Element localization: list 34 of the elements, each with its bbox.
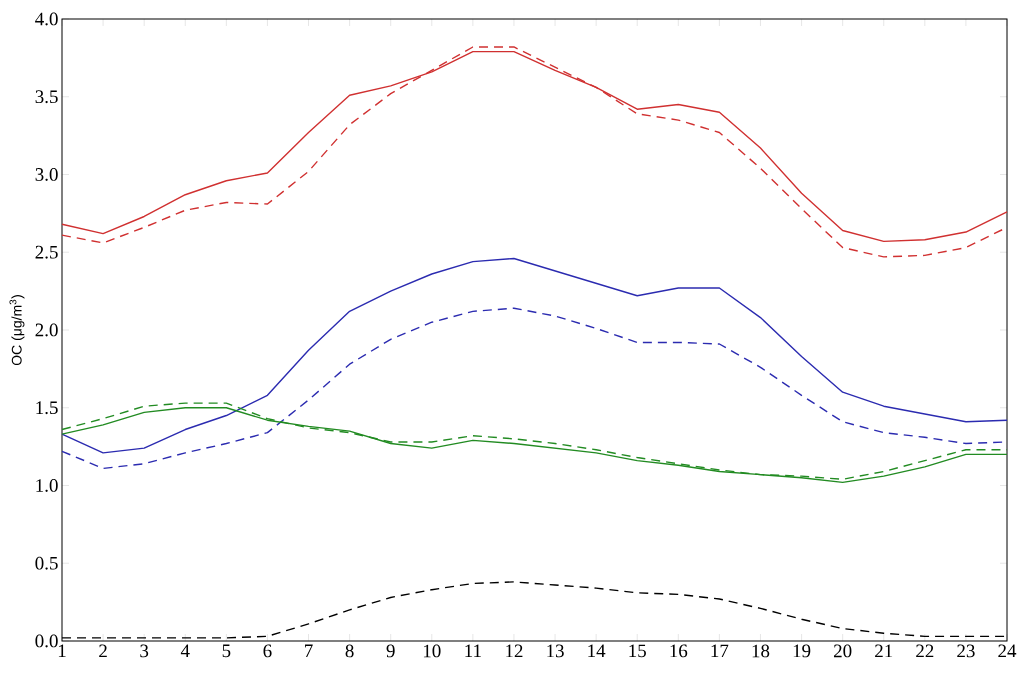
x-tick-label: 17	[711, 644, 729, 658]
x-tick-label: 4	[180, 644, 190, 658]
y-tick-label: 0.0	[35, 634, 58, 648]
x-tick-label: 18	[752, 644, 770, 658]
x-tick-label: 8	[345, 644, 354, 658]
x-tick-label: 2	[99, 644, 107, 658]
x-tick-label: 3	[140, 644, 149, 658]
y-tick-label: 1.5	[36, 401, 58, 415]
y-tick-label: 4.0	[35, 12, 58, 26]
x-tick-label: 10	[423, 644, 441, 658]
y-tick-label: 0.5	[35, 556, 58, 570]
y-tick-label: 2.0	[35, 323, 58, 337]
x-tick-label: 20	[833, 644, 852, 658]
x-tick-label: 16	[670, 644, 688, 658]
x-tick-label: 15	[629, 644, 646, 658]
x-tick-label: 24	[998, 644, 1017, 658]
x-tick-label: 13	[547, 644, 564, 658]
y-tick-label: 3.0	[35, 168, 58, 181]
x-tick-label: 9	[386, 644, 395, 658]
y-tick-label: 2.5	[35, 245, 58, 259]
x-tick-label: 11	[465, 644, 481, 658]
x-tick-label: 21	[875, 644, 893, 658]
x-tick-label: 12	[506, 644, 523, 658]
x-tick-label: 7	[305, 644, 313, 657]
y-tick-label: 3.5	[35, 90, 58, 104]
y-axis-title: OC (μg/m$^{3}$)	[9, 295, 25, 366]
x-tick-label: 22	[916, 644, 934, 658]
x-tick-label: 1	[58, 644, 66, 658]
x-tick-label: 6	[263, 644, 272, 658]
x-tick-label: 14	[588, 644, 606, 658]
x-tick-label: 5	[222, 644, 231, 658]
x-tick-label: 19	[793, 644, 811, 658]
x-tick-label: 23	[957, 644, 975, 658]
y-tick-label: 1.0	[36, 479, 58, 492]
